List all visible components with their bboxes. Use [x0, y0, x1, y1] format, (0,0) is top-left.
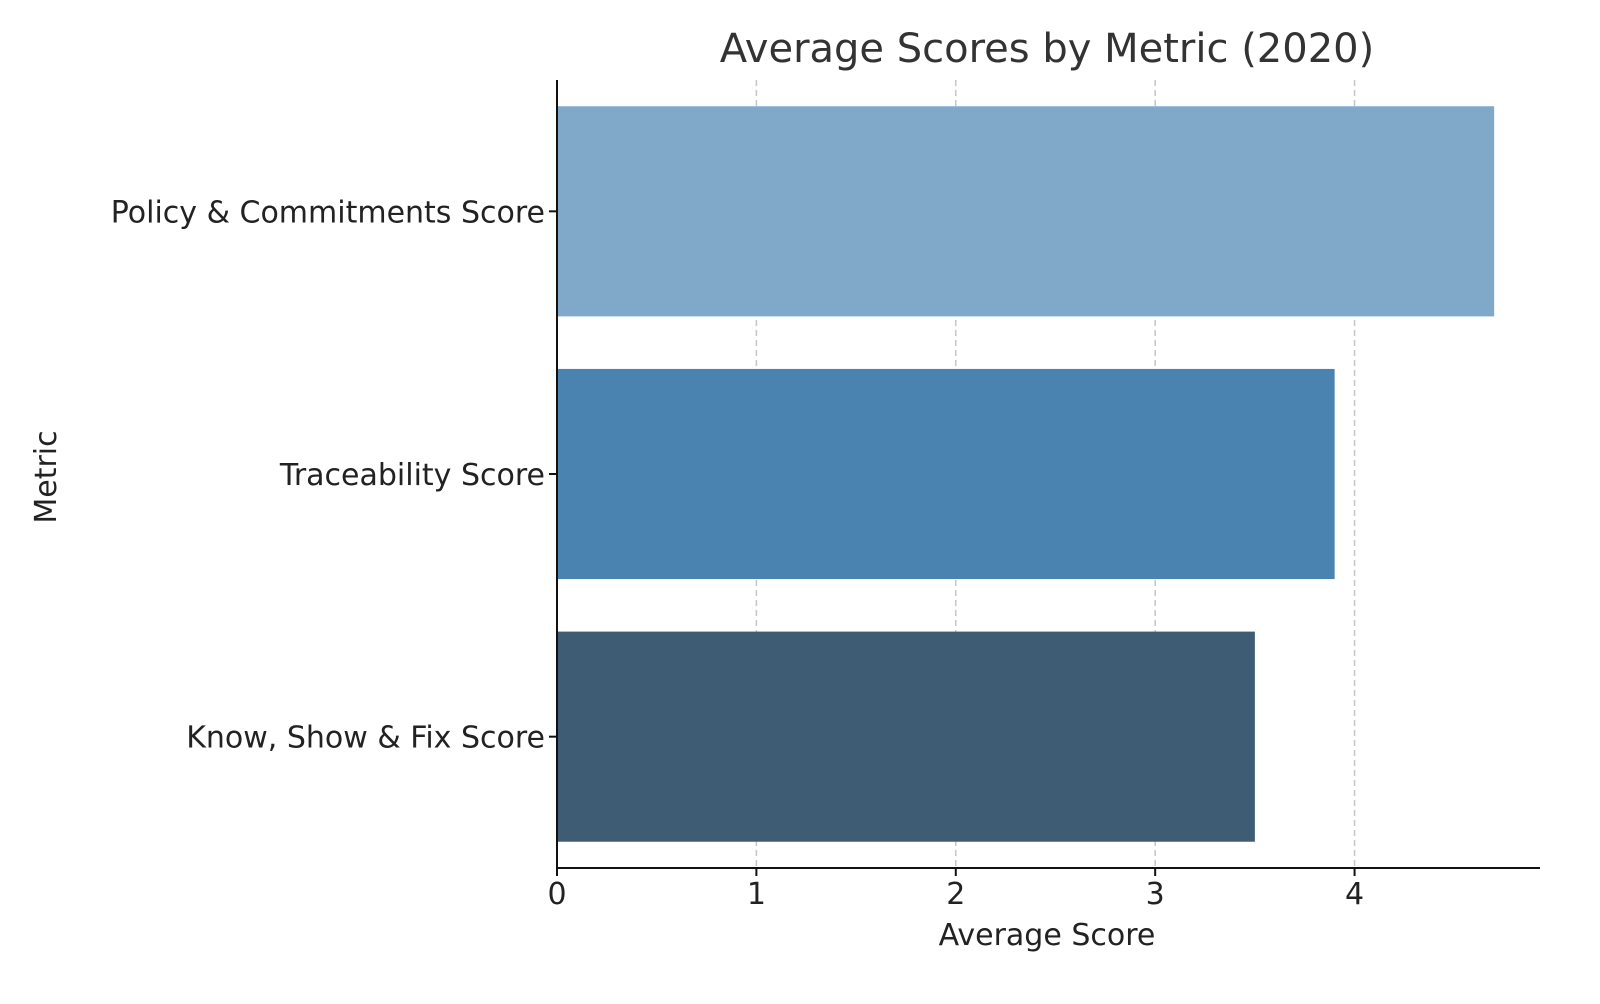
- x-axis-label: Average Score: [939, 918, 1156, 953]
- chart-title: Average Scores by Metric (2020): [720, 26, 1374, 72]
- y-ticks: Policy & Commitments Score Traceability S…: [111, 195, 557, 756]
- bars: [557, 106, 1495, 842]
- bar: [557, 368, 1335, 580]
- y-tick-label: Traceability Score: [279, 458, 545, 493]
- y-tick-label: Policy & Commitments Score: [111, 195, 545, 230]
- x-tick-label: 4: [1345, 877, 1364, 912]
- x-tick-label: 1: [747, 877, 766, 912]
- x-tick-label: 3: [1146, 877, 1165, 912]
- x-tick-label: 0: [547, 877, 566, 912]
- x-ticks: 0 1 2 3 4: [547, 868, 1364, 912]
- y-tick-label: Know, Show & Fix Score: [186, 721, 545, 756]
- x-tick-label: 2: [946, 877, 965, 912]
- y-axis-label: Metric: [29, 430, 64, 523]
- bar: [557, 631, 1255, 842]
- bar: [557, 106, 1495, 317]
